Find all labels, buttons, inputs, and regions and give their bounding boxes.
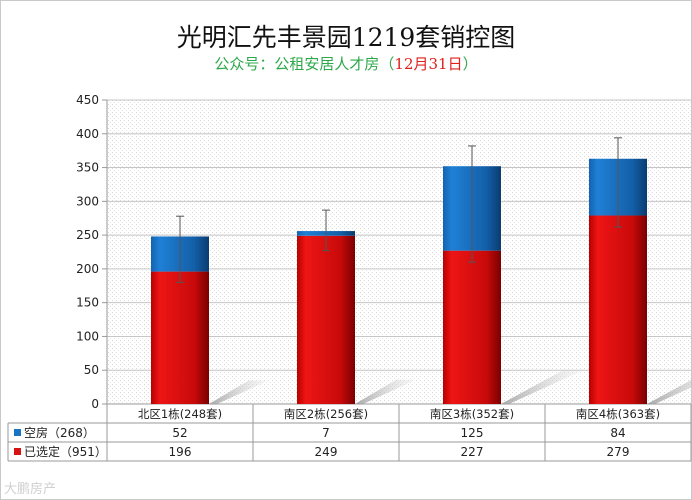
bar-shadow: [501, 370, 583, 404]
bar-shadow: [647, 379, 692, 404]
subtitle-suffix: ）: [462, 55, 478, 73]
bar-shadows: [209, 370, 692, 404]
legend-label: 已选定（951）: [24, 444, 107, 459]
data-label: 125: [461, 426, 484, 440]
subtitle-prefix: 公众号：公租安居人才房（: [214, 55, 395, 73]
y-tick-label: 250: [76, 228, 99, 242]
legend-swatch: [14, 429, 21, 436]
data-label: 52: [172, 426, 187, 440]
legend-label: 空房（268）: [24, 425, 95, 440]
error-bars: [176, 137, 622, 283]
y-tick-label: 50: [84, 363, 99, 377]
y-tick-label: 150: [76, 296, 99, 310]
bar-shadow: [209, 380, 269, 404]
data-label: 279: [607, 445, 630, 459]
data-table: 北区1栋(248套) 南区2栋(256套) 南区3栋(352套) 南区4栋(363套)…: [7, 404, 692, 462]
data-label: 249: [315, 445, 338, 459]
bar-selected: [443, 250, 501, 404]
y-tick-label: 450: [76, 93, 99, 107]
data-label: 227: [461, 445, 484, 459]
bar-selected: [151, 271, 209, 404]
data-label: 84: [610, 426, 625, 440]
data-label: 196: [169, 445, 192, 459]
x-category-label: 南区3栋(352套): [430, 407, 514, 421]
legend-swatch: [14, 448, 21, 455]
bar-selected: [589, 215, 647, 404]
y-tick-label: 350: [76, 161, 99, 175]
x-category-label: 南区4栋(363套): [576, 407, 660, 421]
y-tick-label: 100: [76, 329, 99, 343]
y-tick-label: 0: [91, 397, 99, 411]
subtitle-date: 12月31日: [394, 55, 463, 73]
watermark-text: 大鹏房产: [4, 482, 57, 497]
bar-shadow: [355, 379, 417, 404]
y-tick-label: 400: [76, 127, 99, 141]
bar-selected: [297, 235, 355, 404]
chart-subtitle: 公众号：公租安居人才房（12月31日）: [0, 53, 692, 74]
y-tick-label: 300: [76, 194, 99, 208]
data-label: 7: [322, 426, 330, 440]
y-tick-label: 200: [76, 262, 99, 276]
x-category-label: 北区1栋(248套): [138, 407, 222, 421]
chart-title: 光明汇先丰景园1219套销控图: [176, 23, 516, 52]
x-category-label: 南区2栋(256套): [284, 407, 368, 421]
